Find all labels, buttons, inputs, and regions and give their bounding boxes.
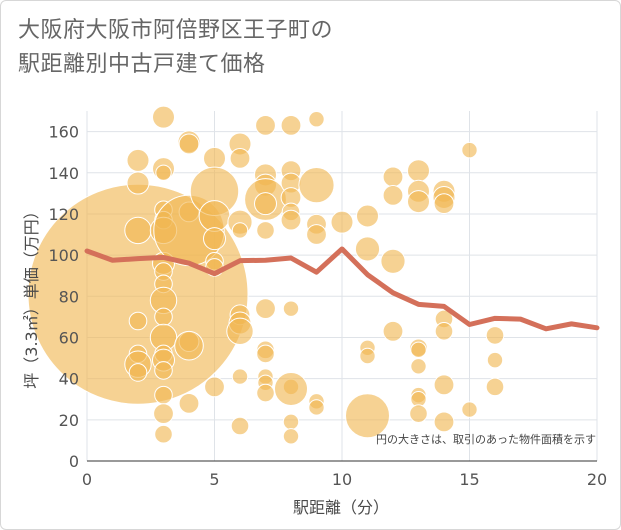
bubble-point (256, 383, 275, 403)
bubble-point (461, 401, 478, 418)
bubble-point (254, 192, 277, 216)
bubble-point (409, 404, 428, 423)
bubble-point (382, 185, 404, 206)
bubble-point (485, 377, 505, 397)
bubble-point (433, 193, 455, 215)
bubble-point (282, 300, 300, 317)
bubble-point (345, 393, 390, 439)
bubble-point (407, 190, 430, 214)
bubble-point (124, 216, 152, 245)
y-tick-label: 40 (59, 370, 79, 389)
trend-line-layer (84, 246, 600, 332)
bubble-point (231, 368, 249, 385)
bubble-layer (27, 105, 505, 445)
bubble-point (407, 159, 430, 183)
x-tick-label: 15 (459, 470, 479, 489)
y-tick-label: 80 (59, 287, 79, 306)
x-tick-label: 10 (332, 470, 352, 489)
bubble-point (256, 221, 275, 240)
bubble-point (198, 200, 231, 232)
bubble-point (298, 167, 335, 204)
bubble-point (126, 171, 150, 195)
y-tick-label: 0 (69, 452, 79, 471)
bubble-point (382, 166, 404, 188)
bubble-point (154, 385, 173, 405)
bubble-point (255, 298, 276, 320)
x-tick-label: 0 (82, 470, 92, 489)
bubble-point (410, 341, 427, 359)
bubble-point (203, 227, 226, 251)
bubble-point (230, 416, 250, 436)
bubble-point (485, 326, 505, 345)
bubble-point (274, 371, 308, 406)
bubble-point (154, 361, 173, 380)
bubble-point (128, 363, 148, 382)
bubble-point (380, 248, 406, 274)
x-tick-label: 5 (209, 470, 219, 489)
y-tick-label: 120 (48, 205, 79, 224)
average-price-line (84, 246, 600, 332)
bubble-point (308, 399, 325, 416)
bubble-point (356, 204, 379, 228)
bubble-point (255, 115, 276, 136)
bubble-point (178, 133, 200, 155)
bubble-point (204, 376, 225, 398)
title-line-2: 駅距離別中古戸建て価格 (18, 52, 266, 77)
bubble-point (280, 115, 302, 136)
axes: 0 20 40 60 80 100 120 140 160 0 5 10 15 20 (48, 123, 607, 489)
bubble-point (174, 330, 204, 361)
bubble-point (128, 311, 148, 331)
x-tick-label: 20 (587, 470, 607, 489)
y-tick-label: 100 (48, 246, 79, 265)
bubble-point (226, 317, 254, 345)
bubble-point (256, 344, 275, 364)
bubble-point (154, 307, 173, 327)
bubble-size-note: 円の大きさは、取引のあった物件面積を示す (376, 432, 596, 446)
bubble-point (461, 141, 478, 159)
bubble-point (152, 105, 175, 129)
bubble-point (153, 403, 174, 425)
y-tick-label: 160 (48, 123, 79, 142)
y-tick-label: 60 (59, 328, 79, 347)
y-tick-label: 140 (48, 164, 79, 183)
bubble-point (308, 111, 325, 128)
bubble-point (410, 358, 427, 375)
bubble-point (229, 147, 251, 169)
bubble-point (486, 351, 504, 369)
bubble-point (231, 222, 249, 239)
y-tick-label: 20 (59, 411, 79, 430)
bubble-point (203, 146, 226, 170)
bubble-point (382, 320, 404, 342)
bubble-point (178, 392, 200, 414)
bubble-point (359, 347, 376, 365)
bubble-point (155, 164, 172, 181)
bubble-point (126, 148, 150, 172)
bubble-point (330, 210, 354, 234)
bubble-point (282, 413, 300, 431)
x-axis-label: 駅距離（分） (293, 498, 389, 517)
bubble-point (433, 374, 455, 396)
bubble-point (354, 236, 381, 262)
bubble-point (154, 424, 173, 444)
title-line-1: 大阪府大阪市阿倍野区王子町の (18, 18, 334, 43)
bubble-point (282, 428, 300, 445)
chart-title: 大阪府大阪市阿倍野区王子町の 駅距離別中古戸建て価格 (18, 14, 333, 82)
y-axis-label: 坪（3.3㎡）単価（万円） (22, 203, 41, 388)
bubble-point (434, 321, 454, 341)
bubble-point (306, 224, 327, 245)
bubble-point (280, 209, 302, 231)
bubble-point (433, 411, 455, 433)
